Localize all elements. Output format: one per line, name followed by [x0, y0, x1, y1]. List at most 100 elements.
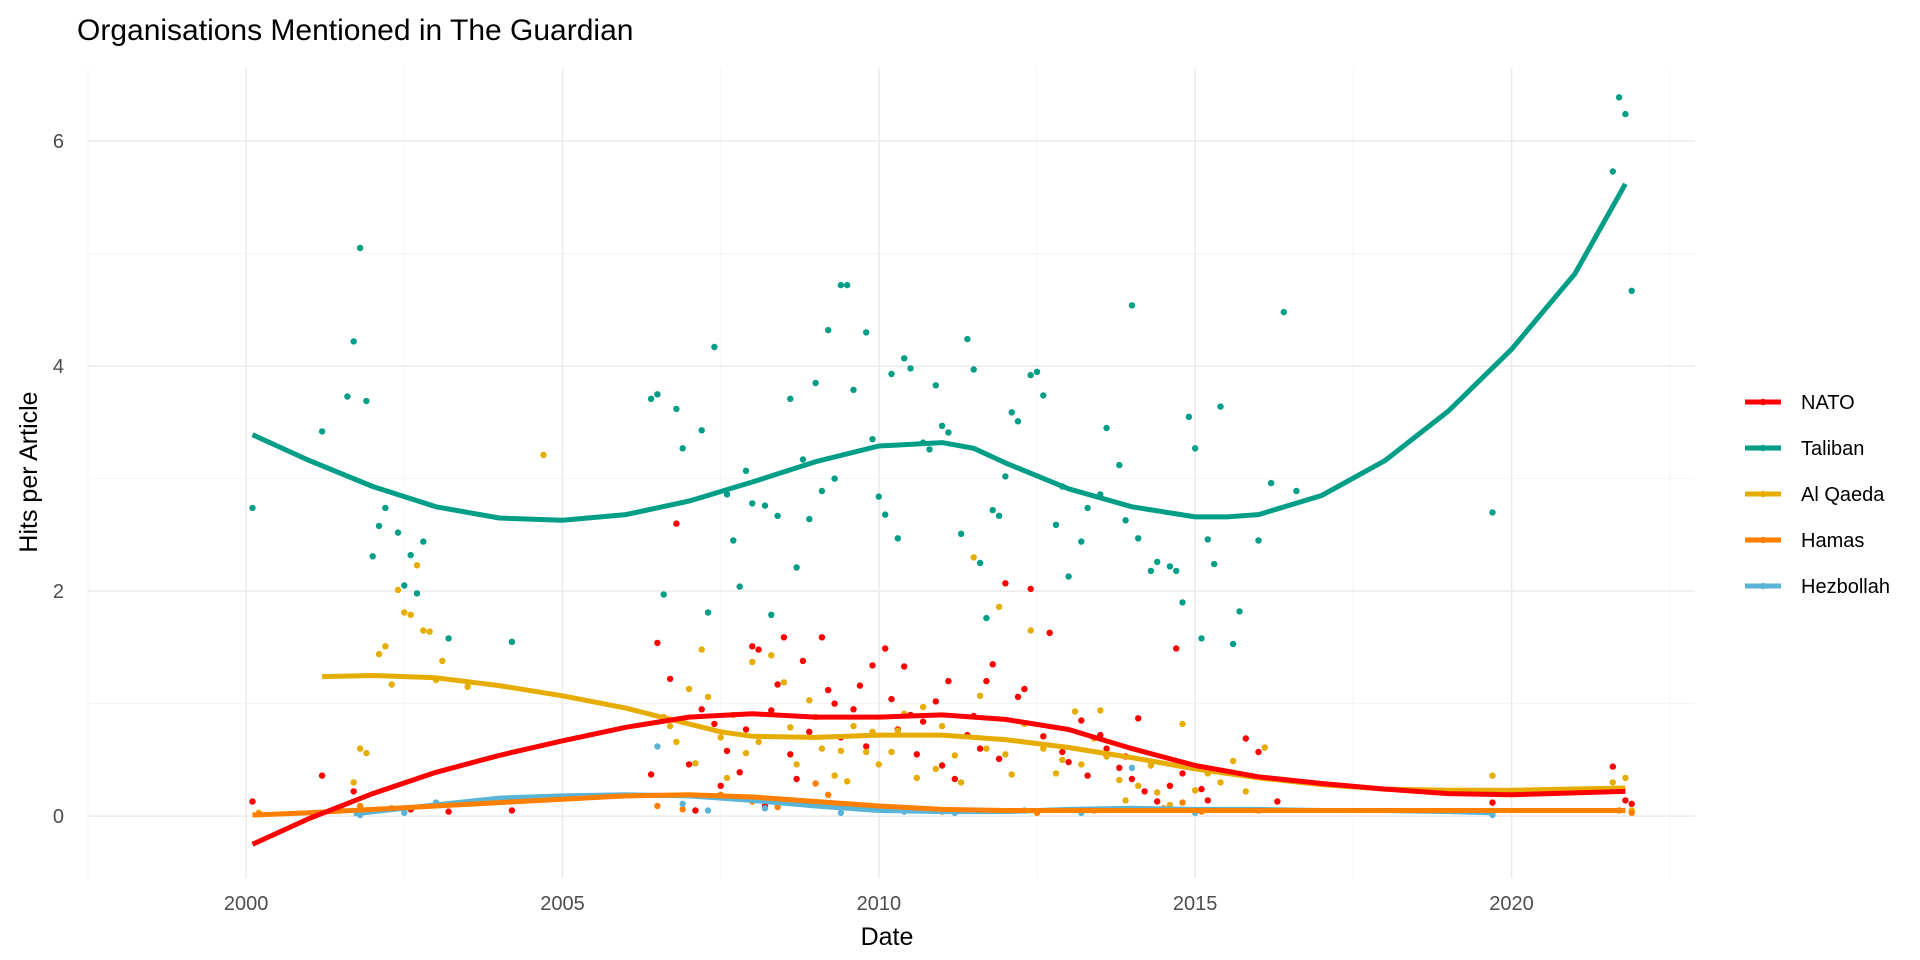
trend-layer: [251, 182, 1628, 847]
data-point: [989, 506, 996, 514]
legend-key-point: [1759, 536, 1767, 544]
data-point: [1280, 308, 1288, 316]
legend-item-al-qaeda: Al Qaeda: [1745, 484, 1885, 506]
data-point: [1229, 640, 1237, 648]
data-point: [787, 395, 794, 402]
data-point: [508, 807, 516, 814]
x-tick-label: 2005: [540, 893, 585, 915]
legend-label: NATO: [1801, 392, 1855, 414]
legend-label: Hamas: [1801, 530, 1864, 552]
data-point: [704, 609, 712, 616]
data-point: [875, 493, 882, 500]
data-point: [919, 703, 927, 711]
data-point: [768, 611, 775, 618]
data-point: [654, 743, 661, 750]
data-point: [1027, 627, 1034, 634]
data-point: [812, 780, 819, 787]
y-axis-title: Hits per Article: [15, 391, 43, 552]
data-point: [818, 745, 826, 752]
data-point: [774, 512, 781, 519]
data-point: [394, 586, 402, 594]
series-points-nato: [249, 520, 1635, 815]
x-tick-label: 2010: [857, 893, 902, 915]
y-tick-label: 4: [53, 356, 64, 378]
data-point: [938, 722, 946, 730]
data-point: [1071, 708, 1079, 715]
data-point: [1116, 764, 1123, 771]
data-point: [1267, 479, 1275, 487]
data-point: [1198, 635, 1205, 642]
data-point: [945, 429, 952, 436]
data-point: [1192, 787, 1199, 794]
data-point: [913, 774, 920, 782]
data-point: [1141, 788, 1148, 795]
data-point: [1065, 758, 1072, 766]
data-point: [970, 554, 977, 561]
data-point: [369, 553, 376, 560]
data-point: [799, 657, 807, 665]
data-point: [894, 535, 901, 542]
data-point: [1008, 771, 1015, 778]
data-point: [654, 639, 661, 647]
data-point: [882, 645, 889, 652]
data-point: [407, 611, 414, 618]
data-point: [1609, 763, 1617, 770]
data-point: [1274, 798, 1281, 805]
data-point: [1628, 287, 1635, 294]
x-tick-label: 2015: [1173, 893, 1218, 915]
data-point: [831, 772, 838, 779]
trend-line-taliban: [251, 182, 1628, 523]
data-point: [913, 751, 920, 758]
data-point: [654, 802, 661, 810]
data-point: [1065, 573, 1072, 580]
data-point: [806, 515, 813, 523]
data-point: [1059, 748, 1066, 756]
data-point: [888, 748, 895, 756]
data-point: [774, 803, 781, 811]
data-point: [951, 752, 958, 759]
data-point: [780, 634, 788, 641]
data-point: [793, 761, 800, 768]
x-axis-title: Date: [861, 923, 914, 951]
data-point: [1242, 735, 1250, 742]
data-point: [869, 662, 876, 669]
data-point: [654, 391, 661, 398]
data-point: [401, 609, 408, 616]
legend-label: Al Qaeda: [1801, 484, 1885, 506]
data-point: [888, 370, 895, 378]
data-point: [825, 791, 832, 798]
data-point: [831, 700, 838, 707]
data-point: [723, 491, 731, 498]
trend-line-hamas: [252, 792, 1626, 818]
data-point: [1242, 788, 1250, 795]
data-point: [1622, 110, 1629, 118]
data-point: [1166, 782, 1174, 789]
data-point: [356, 244, 364, 252]
data-point: [1014, 418, 1022, 425]
data-point: [1204, 536, 1212, 543]
data-point: [1078, 761, 1085, 768]
data-point: [1185, 413, 1193, 420]
data-point: [749, 658, 756, 666]
data-point: [420, 538, 427, 545]
data-point: [1103, 424, 1110, 432]
data-point: [711, 343, 718, 351]
data-point: [837, 747, 845, 755]
data-point: [420, 627, 427, 634]
data-point: [1128, 302, 1136, 309]
data-point: [736, 769, 743, 776]
data-point: [401, 809, 408, 816]
data-point: [742, 467, 750, 474]
data-point: [1084, 772, 1091, 779]
data-point: [901, 355, 908, 362]
data-point: [1229, 757, 1237, 765]
data-point: [382, 643, 389, 650]
legend-key-point: [1759, 398, 1767, 406]
data-point: [1116, 461, 1123, 469]
data-point: [1078, 717, 1085, 724]
data-point: [970, 366, 977, 373]
data-point: [1046, 629, 1053, 636]
data-point: [1628, 800, 1635, 807]
data-point: [711, 720, 718, 728]
trend-line-nato: [251, 711, 1626, 847]
